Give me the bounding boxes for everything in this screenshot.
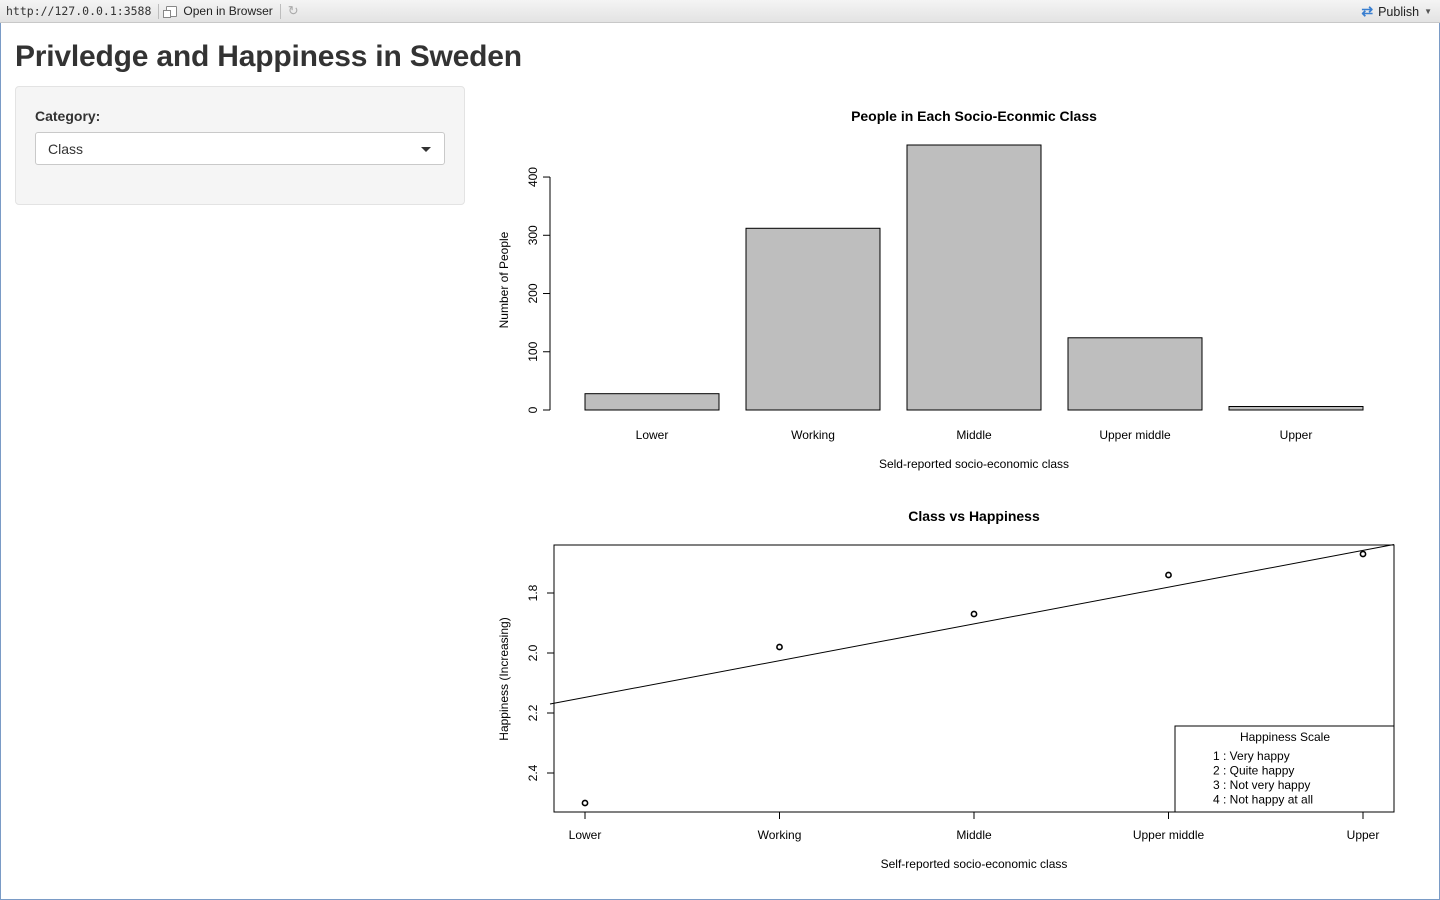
open-window-icon xyxy=(163,5,178,18)
x-tick-label: Upper middle xyxy=(1099,428,1171,442)
category-label: Category: xyxy=(35,108,101,124)
x-axis-label: Seld-reported socio-economic class xyxy=(879,457,1069,471)
legend-item: 3 : Not very happy xyxy=(1213,778,1310,792)
y-tick-label: 200 xyxy=(526,283,540,303)
y-tick-label: 1.8 xyxy=(526,584,540,601)
legend-box xyxy=(1174,725,1395,813)
sidebar-panel: Category: Class xyxy=(15,86,465,205)
x-tick-label: Middle xyxy=(956,428,992,442)
toolbar-divider xyxy=(158,3,160,19)
x-tick-label: Middle xyxy=(956,828,992,842)
data-point xyxy=(581,799,589,807)
url-display: http://127.0.0.1:3588 xyxy=(6,4,152,18)
chart-title: People in Each Socio-Econmic Class xyxy=(851,108,1097,124)
x-tick-label: Working xyxy=(758,828,802,842)
y-axis-label: Number of People xyxy=(497,231,511,328)
data-point xyxy=(1165,571,1172,579)
x-tick-label: Upper xyxy=(1347,828,1380,842)
legend-item: 1 : Very happy xyxy=(1213,749,1290,763)
toolbar-divider xyxy=(279,3,281,19)
bar xyxy=(1067,337,1203,411)
bar xyxy=(584,393,720,411)
data-point xyxy=(776,643,783,651)
legend-title: Happiness Scale xyxy=(1240,730,1330,744)
publish-button[interactable]: ⇄ Publish ▼ xyxy=(1361,3,1432,20)
bar xyxy=(745,227,881,411)
class-count-bar-chart: People in Each Socio-Econmic Class 0 100 20… xyxy=(497,108,1364,471)
open-in-browser-label: Open in Browser xyxy=(183,4,273,18)
y-tick-label: 2.4 xyxy=(526,764,540,781)
chart-title: Class vs Happiness xyxy=(908,508,1040,524)
browser-toolbar: http://127.0.0.1:3588 Open in Browser ↻ … xyxy=(0,0,1440,23)
data-point xyxy=(970,610,978,618)
legend-item: 2 : Quite happy xyxy=(1213,764,1294,778)
y-tick-label: 400 xyxy=(526,167,540,187)
category-selected-value: Class xyxy=(48,141,84,157)
class-happiness-scatter-chart: Class vs Happiness 1.8 2.0 2.2 2.4 Happiness … xyxy=(497,508,1395,871)
bar xyxy=(906,144,1042,411)
x-tick-label: Upper middle xyxy=(1133,828,1205,842)
data-point xyxy=(1359,550,1367,558)
open-in-browser-button[interactable]: Open in Browser xyxy=(163,4,273,18)
bar xyxy=(1228,406,1364,411)
x-axis-label: Self-reported socio-economic class xyxy=(881,857,1068,871)
y-axis-label: Happiness (Increasing) xyxy=(497,617,511,740)
y-tick-label: 2.2 xyxy=(526,704,540,721)
publish-icon: ⇄ xyxy=(1361,3,1374,19)
chevron-down-icon[interactable]: ▼ xyxy=(1424,7,1432,16)
category-select[interactable]: Class xyxy=(35,132,445,165)
chevron-down-icon xyxy=(421,147,431,152)
x-tick-label: Upper xyxy=(1280,428,1313,442)
y-tick-label: 100 xyxy=(526,341,540,361)
regression-line xyxy=(549,544,1395,705)
legend-item: 4 : Not happy at all xyxy=(1213,793,1313,807)
y-tick-label: 0 xyxy=(526,406,540,413)
y-tick-label: 300 xyxy=(526,225,540,245)
refresh-icon[interactable]: ↻ xyxy=(287,3,299,18)
x-tick-label: Working xyxy=(791,428,835,442)
x-tick-label: Lower xyxy=(636,428,669,442)
y-tick-label: 2.0 xyxy=(526,644,540,661)
publish-label: Publish xyxy=(1378,4,1420,19)
x-tick-label: Lower xyxy=(569,828,602,842)
page-title: Privledge and Happiness in Sweden xyxy=(15,40,522,73)
